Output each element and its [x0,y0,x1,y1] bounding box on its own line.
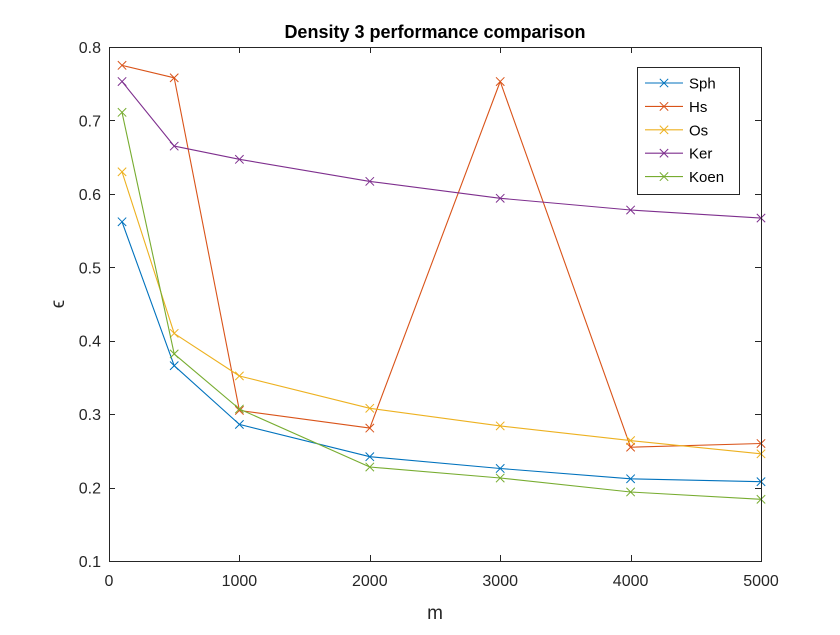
x-tick-label: 2000 [352,573,388,590]
data-point-hs [495,76,505,87]
y-tick-label: 0.3 [79,407,101,424]
data-point-sph [495,463,505,474]
legend-label: Hs [689,99,707,116]
legend-label: Koen [689,169,724,186]
legend-marker [659,101,669,111]
data-point-koen [626,487,636,497]
legend-item-ker: Ker [645,146,712,163]
legend-marker [659,172,669,182]
data-point-os [234,371,244,381]
data-point-koen [495,473,505,483]
series-sph [117,217,766,487]
data-point-hs [234,405,244,416]
series-hs [117,60,766,452]
legend-label: Ker [689,146,712,163]
x-tick-label: 5000 [743,573,779,590]
chart-title: Density 3 performance comparison [284,22,585,42]
series-ker [117,76,766,223]
legend-label: Os [689,122,708,139]
legend-item-os: Os [645,122,708,139]
data-point-os [117,167,127,177]
ticks-layer: 0 1000 2000 3000 4000 5000 0.1 0.2 0.3 0.4 0.5 0.6 0… [79,40,779,590]
legend-box [637,67,740,195]
data-point-ker [495,193,505,203]
y-tick-label: 0.8 [79,40,101,57]
data-point-koen [365,462,375,472]
legend-item-hs: Hs [645,99,707,116]
y-tick-label: 0.4 [79,334,101,351]
data-point-ker [365,176,375,186]
axes-box [109,47,762,562]
y-axis-label: ϵ [48,300,69,308]
y-tick-label: 0.7 [79,113,101,130]
data-point-koen [117,107,127,117]
data-point-koen [234,404,244,414]
data-point-sph [117,217,127,227]
data-point-sph [626,474,636,484]
data-point-ker [626,205,636,215]
x-tick-label: 1000 [222,573,258,590]
legend-item-sph: Sph [645,76,716,93]
data-point-ker [169,141,179,151]
data-point-os [169,328,179,338]
data-point-os [495,421,505,431]
legend-marker [659,148,669,158]
data-point-ker [234,154,244,164]
data-point-os [365,403,375,413]
x-tick-label: 3000 [482,573,518,590]
data-point-sph [234,419,244,429]
y-tick-label: 0.6 [79,187,101,204]
x-tick-label: 4000 [613,573,649,590]
legend-label: Sph [689,76,716,93]
y-tick-label: 0.2 [79,481,101,498]
data-point-sph [365,452,375,462]
series-layer [117,60,766,504]
x-axis-label: m [427,603,443,624]
legend-marker [659,125,669,135]
data-point-hs [365,423,375,433]
data-point-koen [169,349,179,359]
data-point-ker [117,76,127,87]
data-point-hs [117,60,127,70]
data-point-sph [169,361,179,371]
data-point-hs [626,442,636,452]
legend-item-koen: Koen [645,169,724,186]
data-point-hs [169,73,179,83]
x-tick-label: 0 [105,573,114,590]
legend: Sph Hs Os Ker Koen [637,67,740,195]
legend-marker [659,78,669,88]
y-tick-label: 0.5 [79,260,101,277]
series-koen [117,107,766,504]
data-point-os [626,436,636,446]
y-tick-label: 0.1 [79,554,101,571]
